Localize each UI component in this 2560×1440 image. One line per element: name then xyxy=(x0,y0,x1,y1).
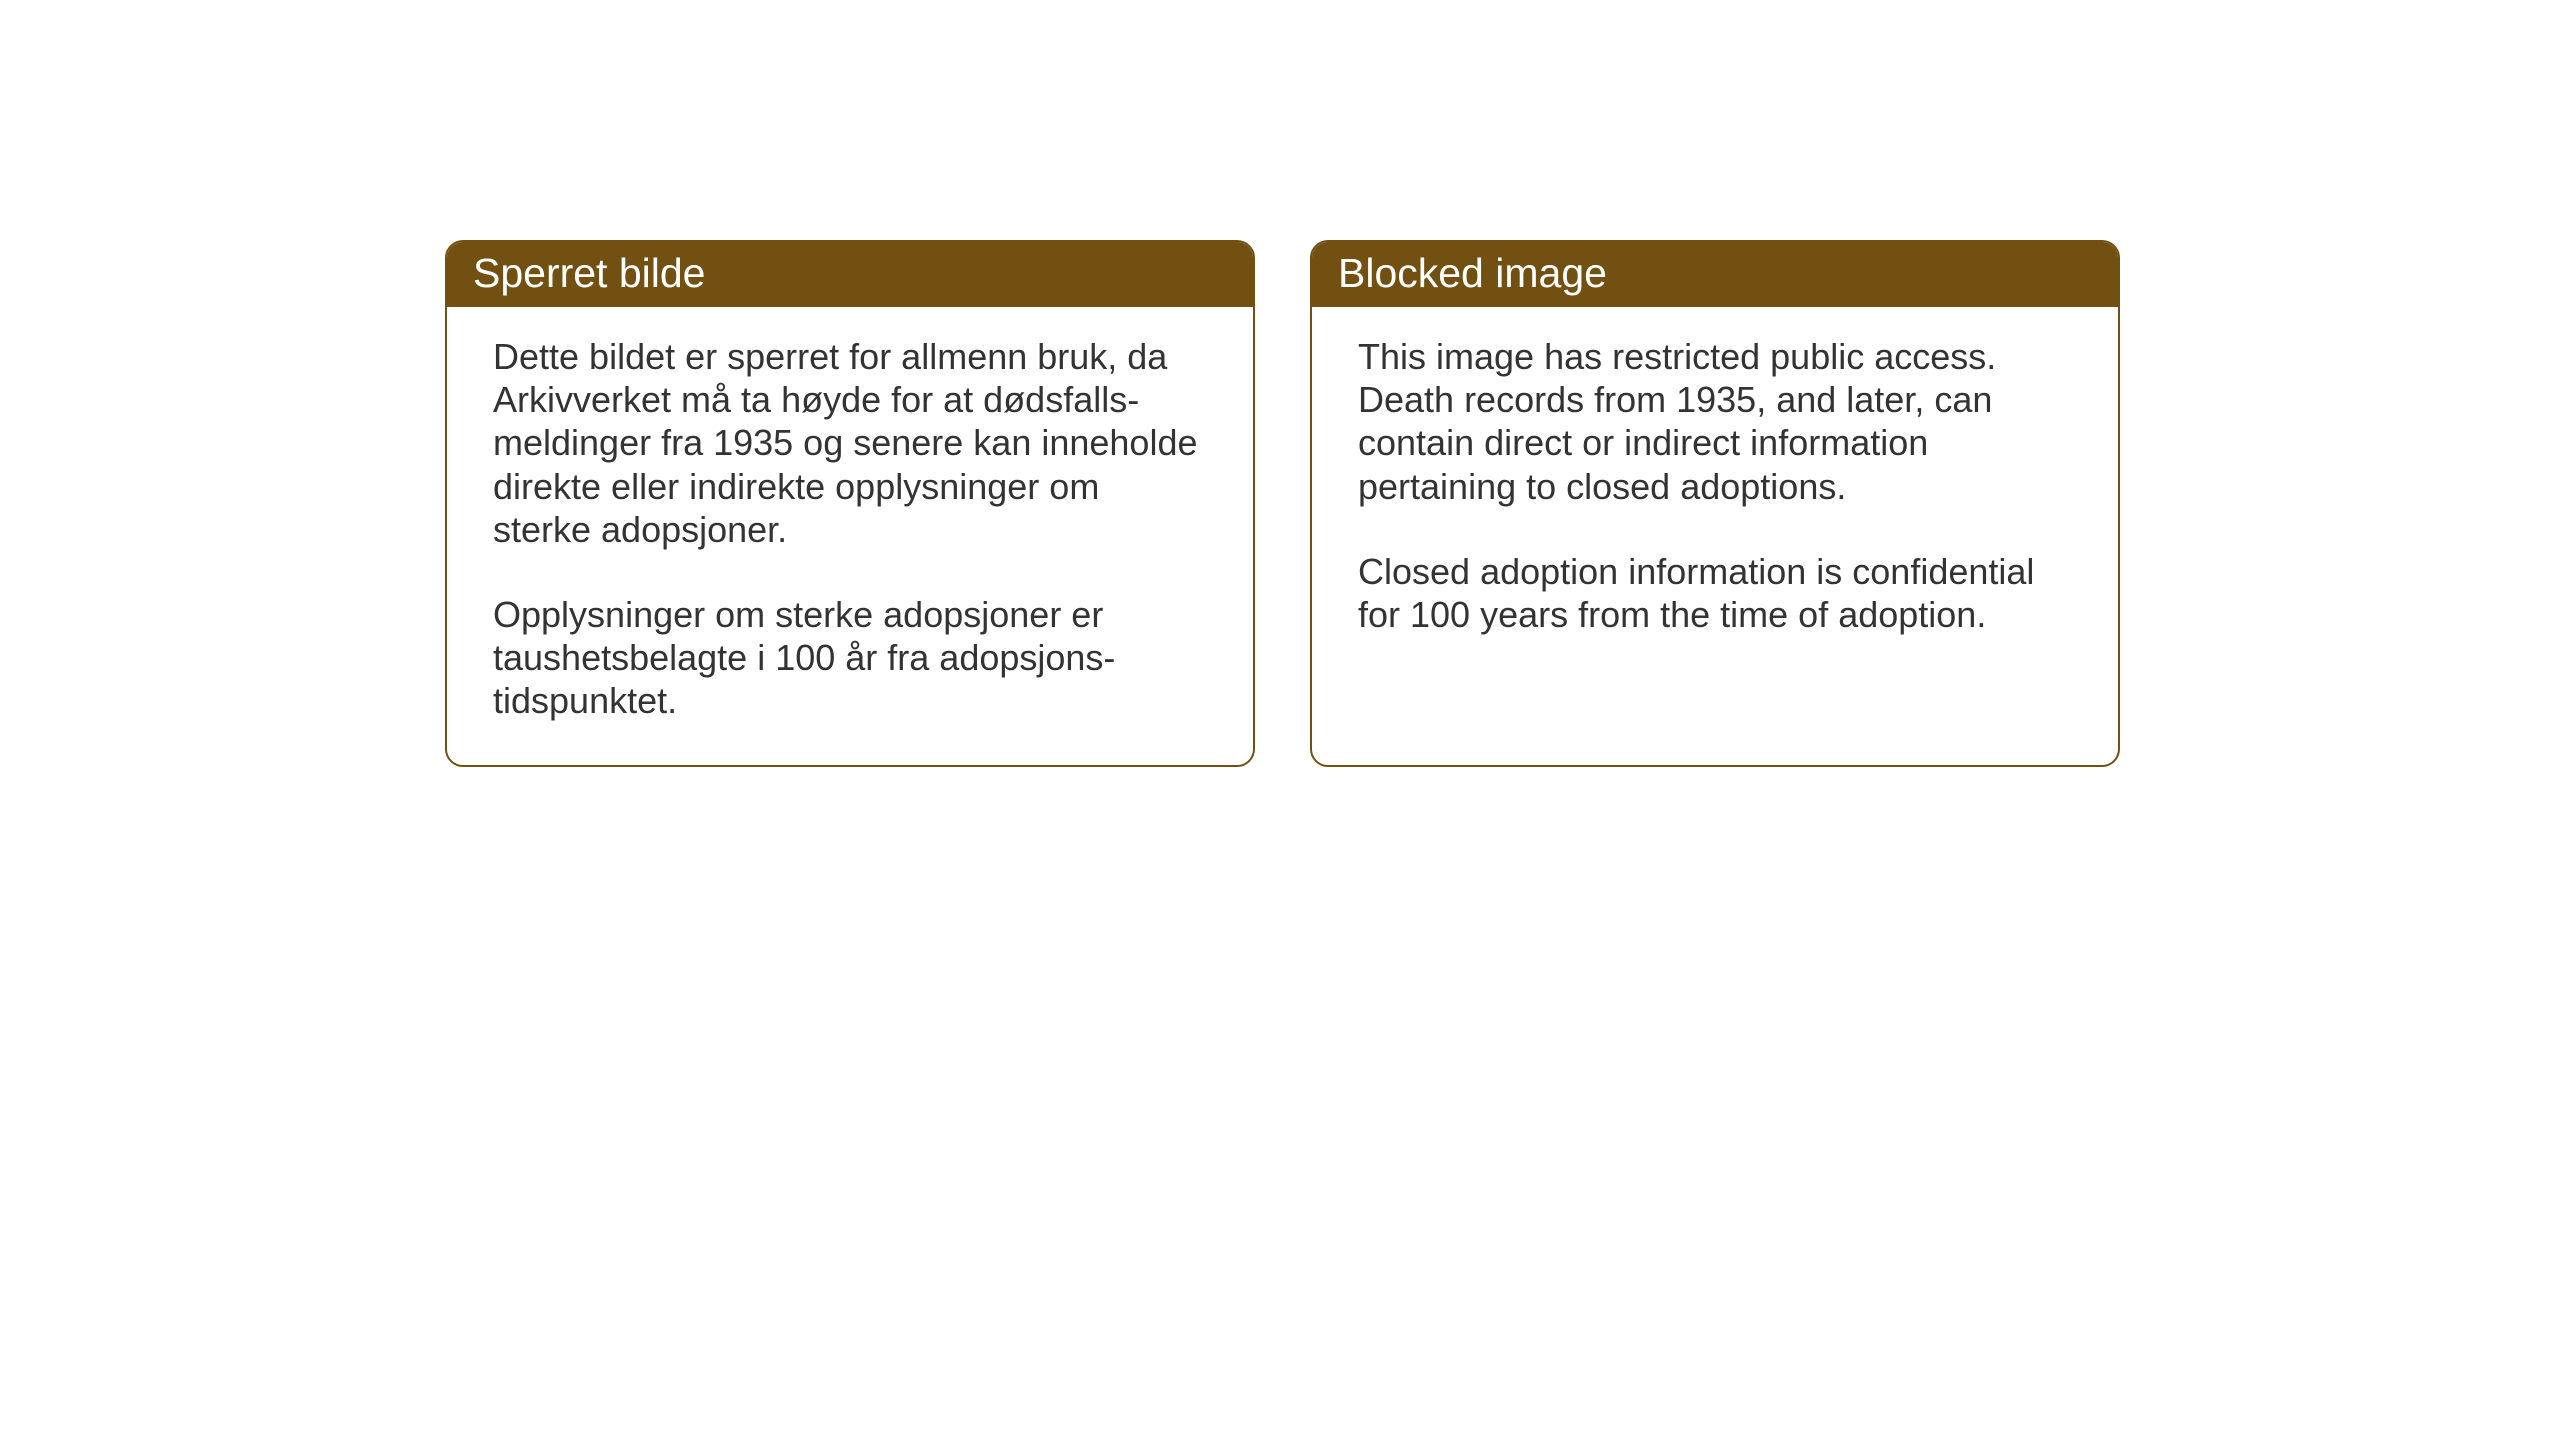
card-header-english: Blocked image xyxy=(1312,242,2118,307)
card-paragraph-english-1: This image has restricted public access.… xyxy=(1358,335,2072,508)
card-body-norwegian: Dette bildet er sperret for allmenn bruk… xyxy=(447,307,1253,765)
card-title-english: Blocked image xyxy=(1338,250,1607,296)
card-paragraph-norwegian-2: Opplysninger om sterke adopsjoner er tau… xyxy=(493,593,1207,723)
card-paragraph-english-2: Closed adoption information is confident… xyxy=(1358,550,2072,636)
card-paragraph-norwegian-1: Dette bildet er sperret for allmenn bruk… xyxy=(493,335,1207,551)
card-body-english: This image has restricted public access.… xyxy=(1312,307,2118,678)
notice-card-norwegian: Sperret bilde Dette bildet er sperret fo… xyxy=(445,240,1255,767)
notice-card-english: Blocked image This image has restricted … xyxy=(1310,240,2120,767)
card-title-norwegian: Sperret bilde xyxy=(473,250,705,296)
notice-container: Sperret bilde Dette bildet er sperret fo… xyxy=(445,240,2120,767)
card-header-norwegian: Sperret bilde xyxy=(447,242,1253,307)
